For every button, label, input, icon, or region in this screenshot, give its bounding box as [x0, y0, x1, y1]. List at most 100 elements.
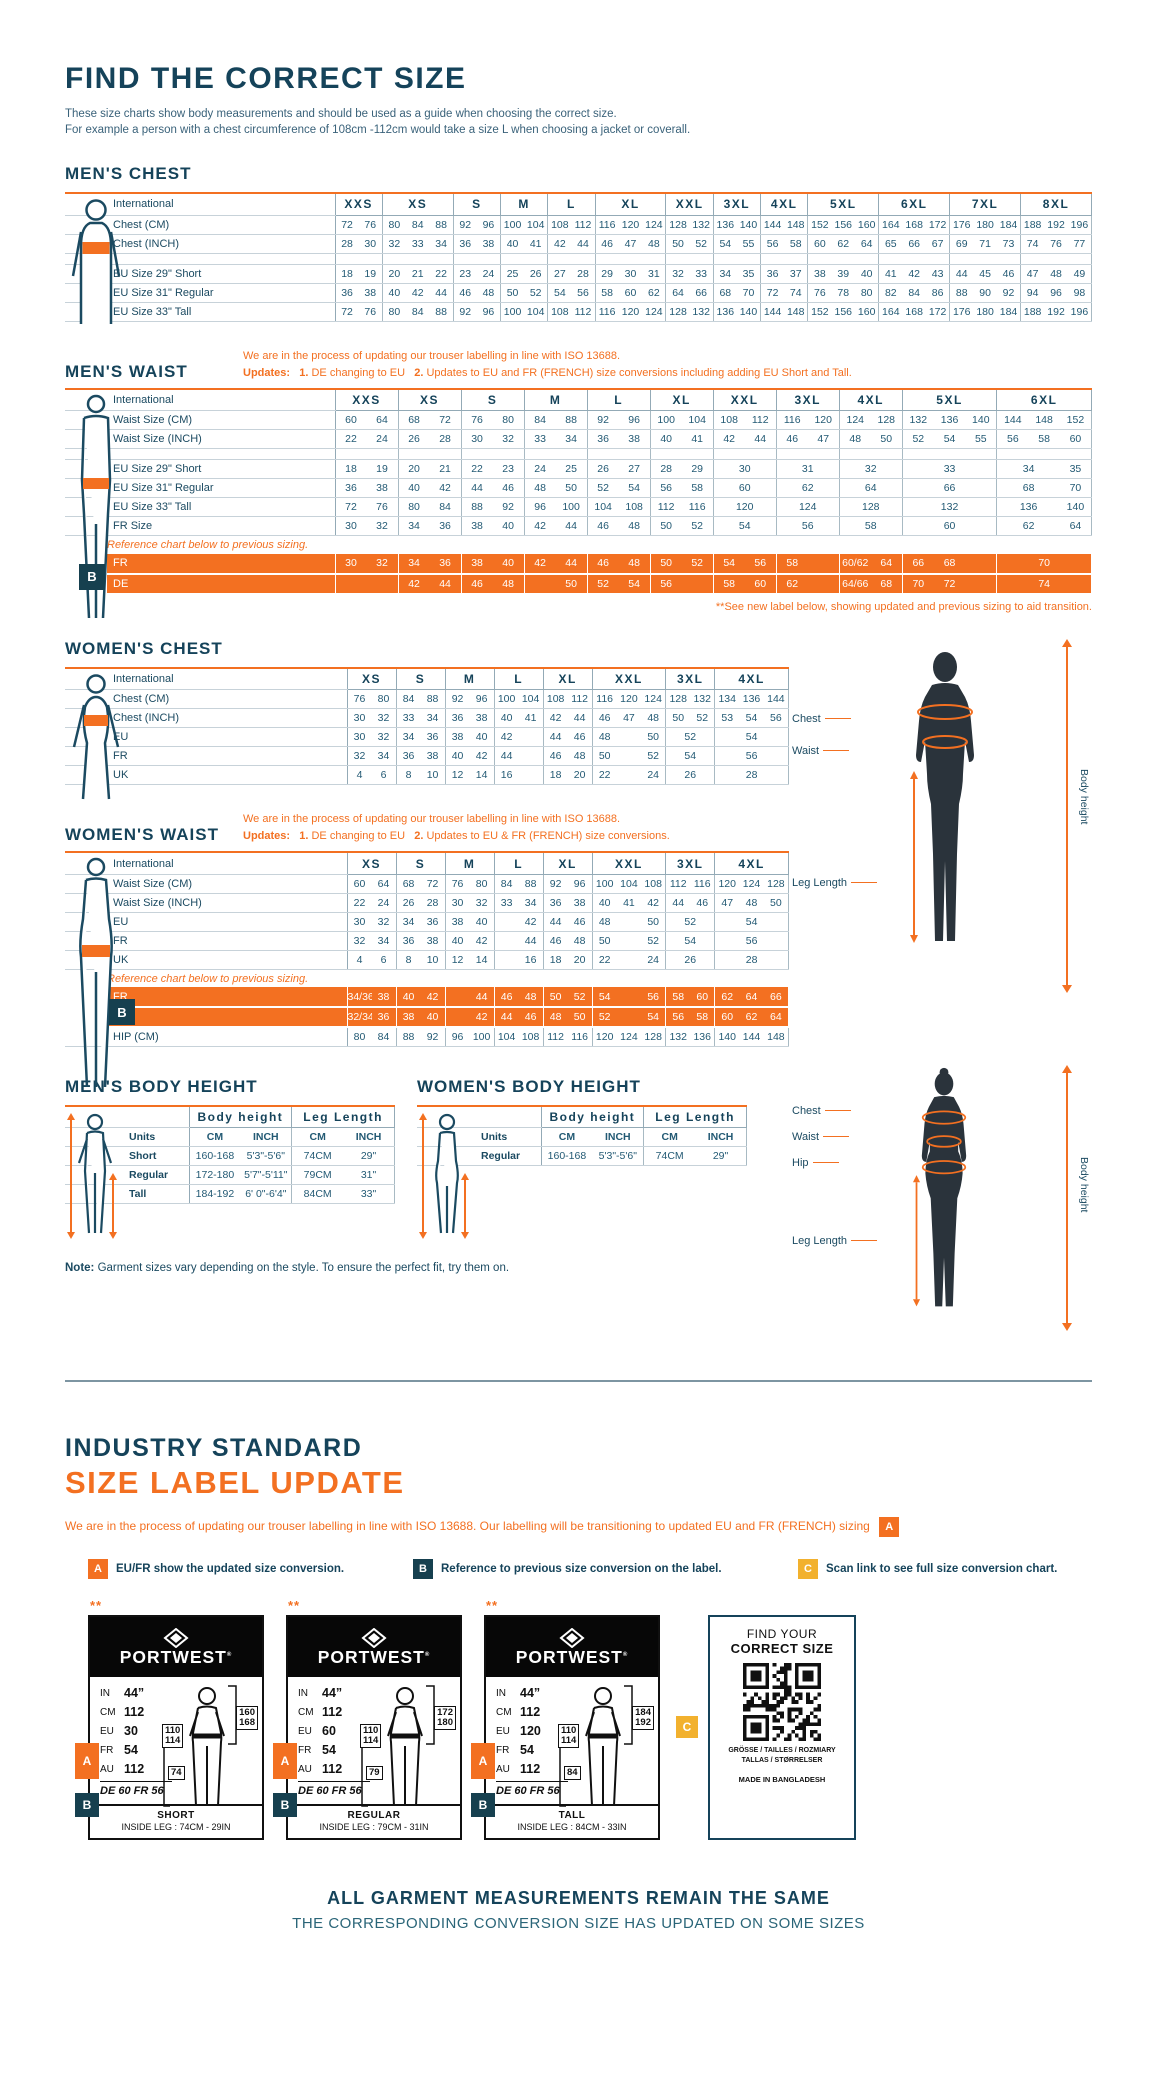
size-cell: 44	[555, 553, 588, 575]
male-chest-label: Chest	[792, 713, 851, 725]
mens-chest-heading: MEN'S CHEST	[65, 164, 192, 184]
size-cell: 64	[371, 874, 397, 894]
size-cell: 96	[445, 1027, 470, 1047]
size-cell: 36	[587, 429, 619, 450]
size-cell: 124	[616, 1027, 642, 1047]
size-cell: 92	[543, 874, 568, 894]
size-cell: 42	[420, 987, 446, 1009]
size-cell: 20	[398, 459, 430, 480]
size-cell: 164	[878, 302, 903, 322]
size-cell: 34	[396, 727, 421, 748]
row-label: Chest (INCH)	[107, 234, 336, 254]
size-cell: 54	[713, 516, 777, 537]
size-cell: 32/34	[347, 1007, 372, 1029]
size-cell: 48	[476, 283, 501, 303]
size-cell: 52	[567, 987, 593, 1009]
size-cell: 52	[681, 516, 714, 537]
size-cell: 172	[926, 302, 951, 322]
inside-leg-text: INSIDE LEG : 74CM - 29IN	[121, 1821, 231, 1832]
size-group-header: L	[547, 194, 596, 216]
size-group-header: 8XL	[1020, 194, 1092, 216]
size-cell: 35	[1059, 459, 1092, 480]
row-label: EU Size 29" Short	[107, 264, 336, 284]
measurement-list: IN 44” CM 112 EU 60 FR 54 AU 112 DE 60 FR 56	[298, 1684, 370, 1804]
size-cell: 34/36	[347, 987, 372, 1009]
size-cell: 45	[973, 264, 997, 284]
size-cell: 108	[641, 874, 667, 894]
size-cell: 48	[518, 987, 544, 1009]
measurement-row: AU 112	[298, 1762, 343, 1777]
intro-line-1: These size charts show body measurements…	[65, 108, 617, 120]
table-row: EU Size 29" Short 18 19 20 21 22 23 24 25 26 27 28 2…	[65, 459, 1092, 480]
size-cell: 84	[405, 215, 430, 235]
size-cell: 60	[714, 1007, 740, 1029]
size-cell: 28	[335, 234, 359, 254]
size-cell: 38	[420, 931, 446, 951]
size-cell: 132	[665, 1027, 691, 1047]
mens-bh-table-wrap: Body height Leg Length Units CM INCH CM INCH Sh…	[65, 1104, 396, 1239]
size-cell: 60	[1059, 429, 1092, 450]
transition-footnote: **See new label below, showing updated a…	[715, 600, 1092, 613]
qr-find-your: FIND YOUR	[746, 1626, 818, 1641]
size-cell: 84	[494, 874, 519, 894]
size-cell: 62	[776, 478, 840, 499]
size-cell: 62	[996, 516, 1060, 537]
size-cell: 74	[784, 283, 809, 303]
size-cell: 116	[690, 874, 716, 894]
size-cell: 116	[592, 689, 617, 710]
size-cell: 52	[524, 283, 549, 303]
size-cell: 21	[429, 459, 462, 480]
size-cell: 29	[595, 264, 619, 284]
size-cell: 40	[382, 283, 406, 303]
size-header-row: International XXS XS S M L XL XXL 3XL 4XL 5XL 6XL 7X…	[65, 194, 1092, 216]
size-cell: 148	[784, 215, 809, 235]
update-1-num: 1.	[299, 366, 309, 379]
female-body-height-arrow	[1062, 1064, 1072, 1331]
label-box: PORTWEST® IN 44” CM 112 EU 120 FR 54 AU 112 DE 60 F…	[484, 1614, 660, 1840]
size-cell: 50	[592, 931, 617, 951]
size-cell: 46	[587, 516, 619, 537]
size-cell: 68	[713, 283, 737, 303]
size-cell: 32	[371, 708, 397, 729]
made-in-text: MADE IN BANGLADESH	[738, 1774, 826, 1784]
size-cell: 24	[641, 950, 667, 970]
size-group-header: 4XL	[714, 853, 789, 875]
size-cell: 32	[347, 746, 372, 767]
badge-b: B	[79, 563, 105, 590]
size-cell: 38	[476, 234, 501, 254]
footer-line-2: THE CORRESPONDING CONVERSION SIZE HAS UP…	[292, 1914, 865, 1932]
size-cell: 116	[595, 215, 619, 235]
size-cell: 44	[665, 893, 691, 913]
size-cell: 128	[665, 689, 691, 710]
size-cell: 152	[807, 215, 832, 235]
size-cell: 50	[500, 283, 525, 303]
size-group-header: XXL	[592, 853, 667, 875]
legend-row: A EU/FR show the updated size conversion…	[88, 1558, 1092, 1579]
table-row: Short 160-168 5'3"-5'6" 74CM 29"	[65, 1146, 396, 1167]
size-cell: 116	[595, 302, 619, 322]
table-row: Units CM INCH CM INCH	[417, 1127, 748, 1148]
size-cell	[965, 553, 998, 575]
size-cell: 92	[445, 689, 470, 710]
size-cell: 73	[996, 234, 1022, 254]
size-cell	[616, 950, 642, 970]
size-cell: 88	[396, 1027, 421, 1047]
table-row: Chest (INCH) 30 32 33 34 36 38 40 41 42 44 46 47 48 50…	[65, 708, 789, 729]
size-cell: 48	[618, 516, 651, 537]
size-cell: 44	[429, 573, 462, 595]
size-cell: 14	[469, 950, 495, 970]
portwest-label-short: ** PORTWEST® IN 44” CM 112 EU 30 FR 54 AU 112 DE 60 …	[75, 1598, 264, 1840]
size-cell: 46	[595, 234, 619, 254]
mini-person-icon	[559, 1685, 633, 1807]
legend-item-a: A EU/FR show the updated size conversion…	[88, 1558, 413, 1579]
size-cell: 54	[713, 234, 737, 254]
size-cell: 38	[366, 478, 399, 499]
size-cell	[616, 987, 642, 1009]
size-cell: 84	[405, 302, 430, 322]
size-cell: 64	[366, 410, 399, 431]
size-cell: 36	[445, 708, 470, 729]
size-group-header: XXL	[592, 668, 667, 691]
size-cell: 52	[665, 912, 716, 932]
size-cell: 22	[429, 264, 454, 284]
waist-measure-box: 110 114	[360, 1723, 382, 1748]
